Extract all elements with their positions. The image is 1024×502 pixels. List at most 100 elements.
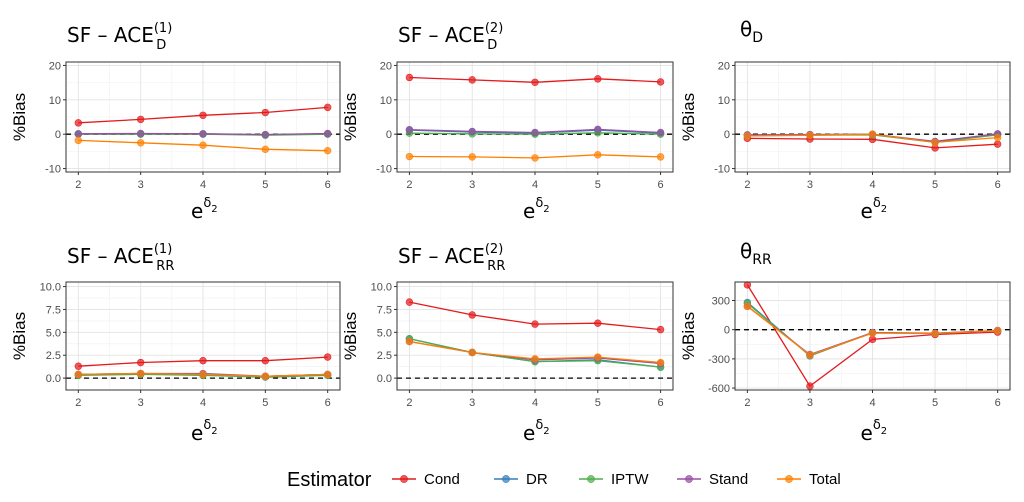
panel-2: -10 0 10 20 2 3 4 5 6 %Bias eδ2 SF – ACE(2) D bbox=[341, 21, 674, 223]
data-point-cond bbox=[405, 73, 414, 82]
x-tick-label: 4 bbox=[869, 397, 875, 409]
x-tick-label: 2 bbox=[744, 179, 750, 191]
data-point-cond bbox=[136, 115, 145, 124]
data-point-cond bbox=[74, 362, 83, 370]
y-tick-label: 300 bbox=[712, 295, 730, 307]
data-point-cond bbox=[531, 320, 539, 328]
data-point-total bbox=[806, 351, 814, 359]
x-tick-label: 5 bbox=[595, 397, 601, 409]
y-tick-label: -10 bbox=[714, 164, 730, 176]
data-point-total bbox=[993, 326, 1002, 335]
data-point-total bbox=[136, 139, 145, 147]
y-tick-label: 0 bbox=[386, 129, 392, 141]
legend-item-total: Total bbox=[777, 471, 841, 488]
x-axis-label: eδ2 bbox=[523, 196, 550, 223]
data-point-stand bbox=[531, 128, 539, 137]
x-axis-label: eδ2 bbox=[861, 418, 888, 445]
panel-3: -10 0 10 20 2 3 4 5 6 %Bias eδ2 θD bbox=[679, 17, 1011, 223]
y-tick-label: 0.0 bbox=[46, 373, 61, 385]
x-axis-label: eδ2 bbox=[861, 196, 888, 223]
data-point-cond bbox=[261, 357, 270, 365]
data-point-stand bbox=[405, 126, 414, 134]
y-tick-label: 10 bbox=[49, 95, 61, 107]
x-tick-label: 6 bbox=[658, 179, 664, 191]
panel-5: 0.0 2.5 5.0 7.5 10.0 2 3 4 5 6 %Bias eδ2 SF – ACE(2)… bbox=[341, 242, 674, 445]
x-tick-label: 3 bbox=[138, 397, 144, 409]
x-tick-label: 3 bbox=[469, 397, 475, 409]
legend-label: IPTW bbox=[611, 471, 649, 488]
x-tick-label: 6 bbox=[995, 179, 1001, 191]
x-tick-label: 4 bbox=[532, 397, 538, 409]
y-tick-label: 0 bbox=[55, 129, 61, 141]
data-point-cond bbox=[261, 108, 270, 117]
data-point-cond bbox=[743, 281, 752, 289]
x-tick-label: 2 bbox=[406, 397, 412, 409]
panel-title: SF – ACE(1) D bbox=[67, 21, 172, 53]
panel-title: θRR bbox=[740, 239, 772, 268]
data-point-stand bbox=[594, 125, 602, 134]
y-tick-label: 10 bbox=[718, 95, 730, 107]
legend-item-dr: DR bbox=[494, 471, 548, 488]
x-tick-label: 2 bbox=[406, 179, 412, 191]
data-point-total bbox=[323, 146, 332, 155]
data-point-cond bbox=[405, 298, 414, 306]
data-point-stand bbox=[136, 129, 145, 138]
data-point-total bbox=[656, 153, 665, 161]
data-point-stand bbox=[261, 130, 270, 139]
data-point-total bbox=[806, 131, 814, 139]
x-tick-label: 5 bbox=[262, 179, 268, 191]
y-tick-label: -600 bbox=[708, 383, 730, 395]
y-tick-label: 0.0 bbox=[377, 373, 392, 385]
y-axis-label: %Bias bbox=[679, 312, 698, 360]
data-point-total bbox=[656, 358, 665, 367]
data-point-stand bbox=[74, 130, 83, 138]
data-point-cond bbox=[806, 382, 814, 390]
y-axis-label: %Bias bbox=[10, 312, 29, 360]
data-point-total bbox=[743, 132, 752, 140]
data-point-total bbox=[531, 154, 539, 162]
legend-label: Cond bbox=[424, 471, 460, 488]
data-point-total bbox=[405, 152, 414, 161]
data-point-stand bbox=[656, 128, 665, 137]
data-point-cond bbox=[594, 319, 602, 327]
data-point-total bbox=[743, 302, 752, 311]
data-point-total bbox=[931, 138, 939, 147]
data-point-stand bbox=[323, 129, 332, 138]
y-tick-label: 0 bbox=[724, 129, 730, 141]
data-point-total bbox=[531, 355, 539, 363]
y-tick-label: 10 bbox=[380, 95, 392, 107]
x-tick-label: 5 bbox=[932, 179, 938, 191]
y-tick-label: 10.0 bbox=[40, 282, 61, 294]
data-point-total bbox=[261, 145, 270, 154]
legend-key-point bbox=[587, 475, 595, 483]
panel-title: θD bbox=[740, 17, 763, 46]
x-tick-label: 5 bbox=[262, 397, 268, 409]
data-point-cond bbox=[656, 325, 665, 334]
x-tick-label: 3 bbox=[138, 179, 144, 191]
y-axis-label: %Bias bbox=[341, 93, 360, 141]
x-tick-label: 3 bbox=[807, 397, 813, 409]
y-tick-label: 5.0 bbox=[46, 327, 61, 339]
data-point-cond bbox=[868, 335, 877, 344]
y-tick-label: 5.0 bbox=[377, 327, 392, 339]
legend: Estimator Cond DR IPTW Stand Total bbox=[287, 469, 841, 491]
y-axis-label: %Bias bbox=[341, 312, 360, 360]
data-point-cond bbox=[323, 353, 332, 361]
x-tick-label: 4 bbox=[200, 179, 206, 191]
data-point-total bbox=[323, 370, 332, 379]
data-point-total bbox=[199, 141, 207, 149]
data-point-total bbox=[468, 153, 476, 161]
panel-title: SF – ACE(2) RR bbox=[398, 242, 505, 274]
data-point-cond bbox=[468, 76, 476, 84]
x-tick-label: 4 bbox=[869, 179, 875, 191]
x-tick-label: 6 bbox=[325, 397, 331, 409]
x-tick-label: 5 bbox=[932, 397, 938, 409]
y-tick-label: 7.5 bbox=[377, 304, 392, 316]
panel-4: 0.0 2.5 5.0 7.5 10.0 2 3 4 5 6 %Bias eδ2 SF – ACE(1)… bbox=[10, 242, 341, 445]
panel-6: -600 -300 0 300 2 3 4 5 6 %Bias eδ2 θRR bbox=[679, 239, 1011, 445]
data-point-total bbox=[136, 369, 145, 378]
legend-key-point bbox=[400, 475, 408, 483]
data-point-total bbox=[868, 329, 877, 337]
x-tick-label: 3 bbox=[807, 179, 813, 191]
y-tick-label: 10.0 bbox=[371, 282, 392, 294]
